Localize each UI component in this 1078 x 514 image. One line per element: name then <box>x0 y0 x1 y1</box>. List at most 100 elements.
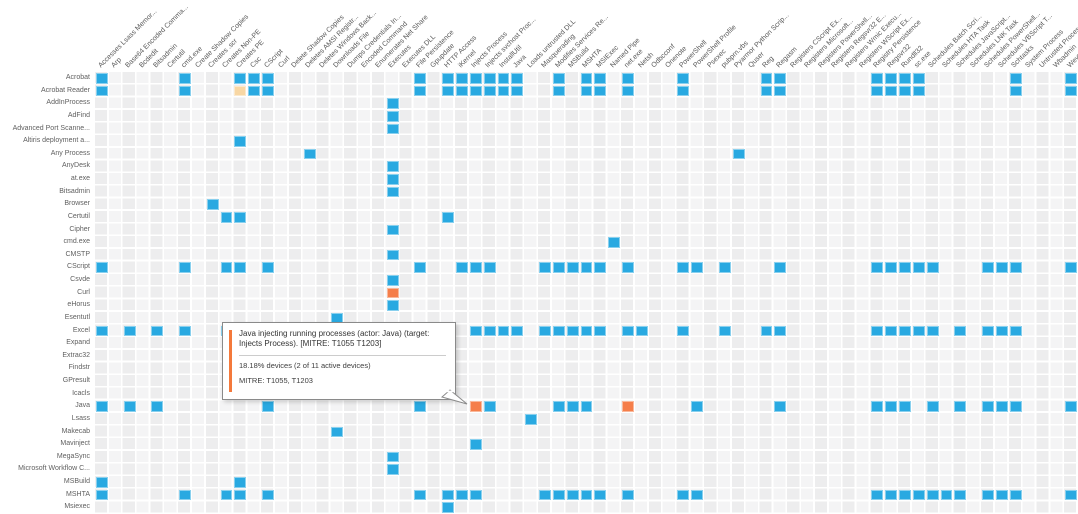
matrix-cell[interactable] <box>885 85 897 97</box>
matrix-cell[interactable] <box>912 262 925 274</box>
matrix-cell[interactable] <box>483 401 496 412</box>
matrix-cell[interactable] <box>220 262 233 274</box>
matrix-cell[interactable] <box>262 489 274 501</box>
matrix-cell[interactable] <box>469 73 482 84</box>
matrix-cell[interactable] <box>774 325 787 337</box>
matrix-cell[interactable] <box>1065 262 1077 274</box>
matrix-cell[interactable] <box>608 237 621 248</box>
matrix-cell[interactable] <box>234 489 247 501</box>
matrix-cell[interactable] <box>580 262 593 274</box>
matrix-cell[interactable] <box>760 73 773 84</box>
matrix-cell[interactable] <box>248 73 261 84</box>
matrix-cell[interactable] <box>179 325 191 337</box>
matrix-cell[interactable] <box>926 262 939 274</box>
matrix-cell[interactable] <box>469 262 482 274</box>
matrix-cell[interactable] <box>539 489 551 501</box>
matrix-cell[interactable] <box>1065 401 1077 412</box>
matrix-cell[interactable] <box>566 401 579 412</box>
matrix-cell[interactable] <box>262 401 274 412</box>
matrix-cell[interactable] <box>594 325 607 337</box>
matrix-cell[interactable] <box>940 489 953 501</box>
matrix-cell[interactable] <box>580 325 593 337</box>
matrix-cell[interactable] <box>414 85 427 97</box>
matrix-cell[interactable] <box>1009 401 1022 412</box>
matrix-cell[interactable] <box>871 85 884 97</box>
matrix-cell[interactable] <box>386 98 399 109</box>
matrix-cell[interactable] <box>96 401 108 412</box>
matrix-cell[interactable] <box>442 85 454 97</box>
matrix-cell[interactable] <box>262 262 274 274</box>
matrix-cell[interactable] <box>179 73 191 84</box>
matrix-cell[interactable] <box>774 73 787 84</box>
matrix-cell[interactable] <box>1065 85 1077 97</box>
matrix-cell[interactable] <box>552 262 565 274</box>
matrix-cell[interactable] <box>497 325 510 337</box>
matrix-cell[interactable] <box>414 489 427 501</box>
matrix-cell[interactable] <box>635 325 648 337</box>
matrix-cell[interactable] <box>96 73 108 84</box>
matrix-cell[interactable] <box>552 489 565 501</box>
matrix-cell[interactable] <box>691 489 704 501</box>
matrix-cell[interactable] <box>954 489 967 501</box>
matrix-cell[interactable] <box>1009 85 1022 97</box>
matrix-cell[interactable] <box>469 489 482 501</box>
matrix-cell[interactable] <box>871 325 884 337</box>
matrix-cell[interactable] <box>760 325 773 337</box>
matrix-cell[interactable] <box>1009 325 1022 337</box>
matrix-cell[interactable] <box>123 401 136 412</box>
matrix-cell[interactable] <box>234 85 247 97</box>
matrix-cell[interactable] <box>386 161 399 173</box>
matrix-cell[interactable] <box>995 489 1008 501</box>
matrix-cell[interactable] <box>414 73 427 84</box>
matrix-cell[interactable] <box>386 464 399 476</box>
matrix-cell[interactable] <box>455 262 468 274</box>
matrix-cell[interactable] <box>414 401 427 412</box>
matrix-cell[interactable] <box>885 489 897 501</box>
matrix-cell[interactable] <box>234 136 247 147</box>
matrix-cell[interactable] <box>1065 489 1077 501</box>
matrix-cell[interactable] <box>954 325 967 337</box>
matrix-cell[interactable] <box>497 73 510 84</box>
matrix-cell[interactable] <box>899 73 911 84</box>
matrix-cell[interactable] <box>982 262 994 274</box>
matrix-cell[interactable] <box>1065 73 1077 84</box>
matrix-cell[interactable] <box>760 85 773 97</box>
matrix-cell[interactable] <box>1009 262 1022 274</box>
matrix-cell[interactable] <box>386 249 399 261</box>
matrix-cell[interactable] <box>179 489 191 501</box>
matrix-cell[interactable] <box>386 174 399 185</box>
matrix-cell[interactable] <box>386 275 399 286</box>
matrix-cell[interactable] <box>566 489 579 501</box>
matrix-cell[interactable] <box>691 401 704 412</box>
matrix-cell[interactable] <box>580 73 593 84</box>
matrix-cell[interactable] <box>455 73 468 84</box>
matrix-cell[interactable] <box>234 73 247 84</box>
matrix-cell[interactable] <box>331 426 344 438</box>
matrix-cell[interactable] <box>386 300 399 311</box>
matrix-cell[interactable] <box>899 85 911 97</box>
matrix-cell[interactable] <box>594 489 607 501</box>
matrix-cell[interactable] <box>871 73 884 84</box>
matrix-cell[interactable] <box>483 262 496 274</box>
matrix-cell[interactable] <box>594 85 607 97</box>
matrix-cell[interactable] <box>732 148 745 160</box>
matrix-cell[interactable] <box>511 85 524 97</box>
matrix-cell[interactable] <box>912 73 925 84</box>
matrix-cell[interactable] <box>774 85 787 97</box>
matrix-cell[interactable] <box>885 262 897 274</box>
matrix-cell[interactable] <box>303 148 316 160</box>
matrix-cell[interactable] <box>525 413 538 425</box>
matrix-cell[interactable] <box>719 262 731 274</box>
matrix-cell[interactable] <box>442 211 454 223</box>
matrix-cell[interactable] <box>497 85 510 97</box>
matrix-cell[interactable] <box>899 401 911 412</box>
matrix-cell[interactable] <box>539 325 551 337</box>
matrix-cell[interactable] <box>995 262 1008 274</box>
matrix-cell[interactable] <box>262 85 274 97</box>
matrix-cell[interactable] <box>622 262 634 274</box>
matrix-cell[interactable] <box>511 325 524 337</box>
matrix-cell[interactable] <box>469 439 482 450</box>
matrix-cell[interactable] <box>96 325 108 337</box>
matrix-cell[interactable] <box>552 73 565 84</box>
matrix-cell[interactable] <box>483 85 496 97</box>
